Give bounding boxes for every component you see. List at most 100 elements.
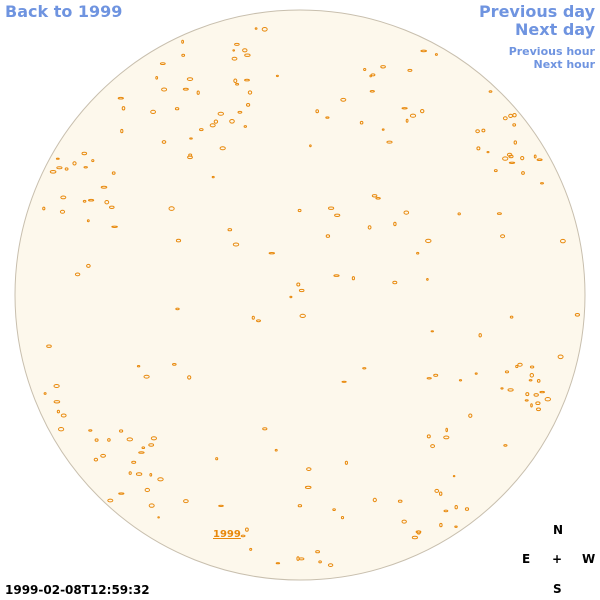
region-contour	[217, 111, 225, 116]
region-contour	[540, 182, 544, 185]
region-contour	[405, 118, 409, 123]
region-contour	[297, 208, 302, 213]
region-contour	[508, 161, 516, 165]
region-contour	[107, 438, 111, 442]
region-contour	[240, 534, 246, 538]
previous-day-link[interactable]: Previous day	[478, 2, 595, 21]
region-contour	[243, 125, 248, 128]
region-contour	[213, 119, 219, 124]
region-contour	[186, 77, 194, 81]
region-contour	[443, 435, 450, 440]
region-contour	[268, 252, 275, 255]
region-contour	[512, 113, 517, 118]
region-contour	[53, 384, 60, 388]
active-regions	[42, 27, 581, 567]
region-contour	[91, 159, 95, 163]
region-contour	[529, 365, 535, 369]
region-contour	[333, 274, 340, 277]
region-contour	[181, 53, 186, 57]
region-contour	[64, 167, 69, 171]
region-contour	[539, 390, 546, 394]
region-contour	[234, 42, 240, 46]
region-contour	[500, 234, 506, 239]
region-contour	[332, 508, 336, 512]
region-contour	[251, 315, 255, 320]
region-contour	[168, 206, 175, 211]
region-contour	[458, 379, 463, 382]
region-contour	[393, 221, 397, 227]
region-contour	[445, 427, 449, 433]
back-to-year-link[interactable]: Back to 1999	[5, 2, 123, 21]
region-contour	[415, 530, 422, 534]
region-contour	[161, 140, 167, 144]
region-contour	[126, 437, 134, 442]
region-contour	[298, 288, 305, 293]
region-contour	[452, 475, 456, 478]
next-hour-link[interactable]: Next hour	[533, 58, 596, 71]
region-contour	[149, 473, 153, 477]
region-contour	[274, 448, 278, 452]
region-contour	[121, 106, 126, 111]
region-contour	[528, 379, 533, 382]
region-contour	[275, 74, 279, 78]
region-contour	[244, 53, 251, 57]
region-contour	[74, 272, 81, 277]
region-contour	[454, 525, 458, 528]
region-contour	[434, 488, 440, 493]
region-contour	[513, 140, 517, 145]
previous-hour-link[interactable]: Previous hour	[508, 45, 595, 58]
region-contour	[172, 363, 177, 366]
region-contour	[457, 212, 461, 216]
region-contour	[369, 90, 375, 93]
region-contour	[315, 109, 320, 114]
region-contour	[328, 206, 335, 210]
region-contour	[560, 238, 566, 244]
region-contour	[478, 333, 482, 338]
region-contour	[430, 444, 436, 449]
region-contour	[109, 205, 115, 210]
region-contour	[536, 379, 541, 383]
region-contour	[131, 460, 137, 464]
region-contour	[93, 457, 99, 462]
region-contour	[536, 158, 543, 161]
region-contour	[138, 451, 145, 454]
region-contour	[544, 397, 551, 402]
region-contour	[430, 330, 434, 333]
region-contour	[261, 27, 268, 32]
region-contour	[233, 78, 238, 84]
region-contour	[439, 491, 443, 496]
region-contour	[386, 140, 393, 144]
region-contour	[83, 166, 88, 169]
region-contour	[454, 505, 458, 510]
region-contour	[262, 427, 268, 431]
region-contour	[411, 535, 418, 540]
region-contour	[88, 198, 95, 202]
region-contour	[237, 110, 243, 114]
region-contour	[536, 407, 541, 412]
region-contour	[372, 497, 377, 503]
region-contour	[299, 313, 306, 318]
region-contour	[219, 146, 226, 151]
region-contour	[159, 62, 166, 65]
region-contour	[231, 56, 238, 61]
region-contour	[246, 103, 251, 107]
region-contour	[401, 519, 407, 524]
region-contour	[155, 76, 159, 80]
region-contour	[369, 74, 373, 78]
region-contour	[247, 90, 253, 95]
region-contour	[530, 403, 533, 408]
region-contour	[476, 146, 481, 151]
region-contour	[42, 206, 46, 211]
region-contour	[521, 171, 525, 175]
disc-year-link[interactable]: 1999	[213, 529, 241, 540]
region-contour	[227, 228, 233, 232]
region-contour	[574, 313, 581, 317]
region-contour	[111, 225, 118, 229]
region-contour	[183, 499, 189, 504]
next-day-link[interactable]: Next day	[515, 20, 595, 39]
region-contour	[275, 562, 281, 565]
region-contour	[229, 119, 235, 124]
region-contour	[49, 170, 57, 174]
region-contour	[94, 438, 99, 442]
